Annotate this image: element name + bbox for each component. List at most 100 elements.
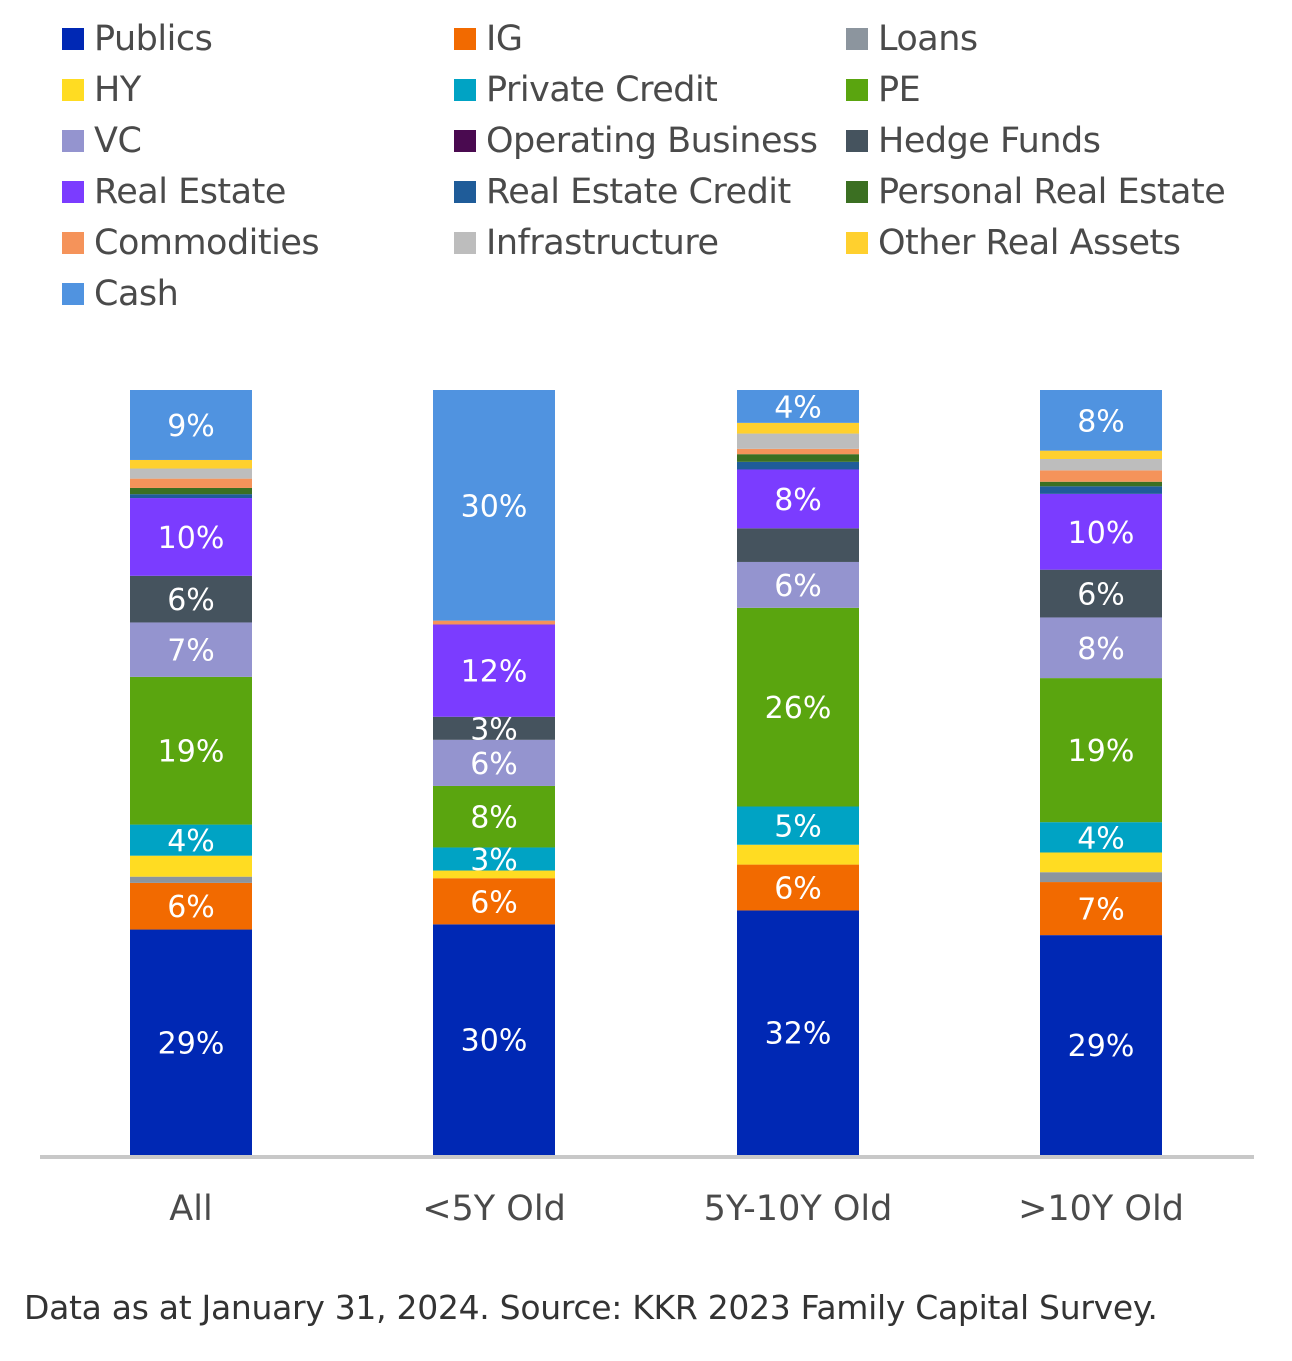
legend-item-hy: HY	[62, 65, 141, 115]
data-label: 26%	[765, 691, 832, 726]
data-label: 8%	[1077, 404, 1125, 439]
legend-item-other-real-assets: Other Real Assets	[846, 218, 1181, 268]
legend-swatch	[846, 181, 868, 203]
legend-label: Operating Business	[486, 121, 818, 161]
legend-label: VC	[94, 121, 142, 161]
bar-segment-infrastructure	[130, 468, 252, 479]
data-label: 9%	[167, 409, 215, 444]
bar-segment-other-real-assets	[1040, 450, 1162, 459]
bar-segment-vc	[1040, 617, 1162, 679]
legend-item-real-estate-credit: Real Estate Credit	[454, 167, 791, 217]
legend-swatch	[454, 79, 476, 101]
legend-item-cash: Cash	[62, 269, 179, 319]
legend-item-infrastructure: Infrastructure	[454, 218, 719, 268]
bar-segment-pe	[1040, 678, 1162, 823]
bar-segment-infrastructure	[737, 433, 859, 449]
legend-label: Cash	[94, 274, 179, 314]
bar-segment-hedge-funds	[737, 528, 859, 562]
legend-swatch	[454, 130, 476, 152]
bar-segment-infrastructure	[1040, 458, 1162, 471]
legend-label: IG	[486, 19, 523, 59]
data-label: 6%	[1077, 578, 1125, 613]
data-label: 3%	[470, 843, 518, 878]
bar-segment-publics	[433, 924, 555, 1155]
bar-segment-real-estate-credit	[130, 494, 252, 499]
data-label: 4%	[167, 824, 215, 859]
data-label: 7%	[1077, 893, 1125, 928]
x-tick-label: <5Y Old	[422, 1189, 566, 1229]
bar-segment-hy	[433, 870, 555, 879]
data-label: 4%	[774, 390, 822, 425]
legend-item-personal-real-estate: Personal Real Estate	[846, 167, 1226, 217]
legend-swatch	[846, 28, 868, 50]
bar-stack-all: 29% 6% 4% 19% 7% 6% 10% 9%	[130, 390, 252, 1155]
data-label: 6%	[774, 872, 822, 907]
legend-swatch	[846, 232, 868, 254]
legend-swatch	[62, 130, 84, 152]
bar-segment-vc	[737, 561, 859, 608]
bar-segment-vc	[130, 622, 252, 677]
data-label: 6%	[470, 747, 518, 782]
bar-segment-real-estate	[130, 498, 252, 576]
bar-segment-ig	[433, 878, 555, 925]
data-label: 6%	[167, 583, 215, 618]
data-label: 30%	[461, 1024, 528, 1059]
bar-segment-commodities	[1040, 470, 1162, 482]
legend-swatch	[62, 232, 84, 254]
bar-segment-ig	[1040, 882, 1162, 936]
legend-label: Commodities	[94, 223, 320, 263]
data-label: 32%	[765, 1017, 832, 1052]
bar-segment-other-real-assets	[130, 459, 252, 469]
data-label: 19%	[158, 735, 225, 770]
bar-segment-vc	[433, 739, 555, 786]
legend-item-private-credit: Private Credit	[454, 65, 718, 115]
bar-segment-real-estate-credit	[1040, 486, 1162, 494]
bar-segment-publics	[130, 929, 252, 1155]
legend-swatch	[454, 181, 476, 203]
bar-segment-private-credit	[130, 824, 252, 856]
bar-segment-cash	[1040, 390, 1162, 451]
bar-segment-loans	[1040, 872, 1162, 883]
bar-segment-private-credit	[737, 806, 859, 845]
bar-segment-hy	[130, 855, 252, 877]
source-note: Data as at January 31, 2024. Source: KKR…	[24, 1288, 1158, 1327]
data-label: 29%	[158, 1026, 225, 1061]
bar-segment-cash	[433, 390, 555, 621]
bar-segment-commodities	[433, 620, 555, 625]
legend-label: PE	[878, 70, 921, 110]
bar-segment-private-credit	[1040, 822, 1162, 853]
bar-segment-real-estate-credit	[737, 461, 859, 470]
legend-label: Real Estate	[94, 172, 286, 212]
bar-segment-pe	[737, 607, 859, 807]
data-label: 19%	[1068, 734, 1135, 769]
x-tick-label: >10Y Old	[1018, 1189, 1184, 1229]
legend-item-ig: IG	[454, 14, 523, 64]
data-label: 10%	[158, 521, 225, 556]
bar-segment-hedge-funds	[1040, 569, 1162, 618]
bar-segment-personal-real-estate	[1040, 481, 1162, 487]
legend-swatch	[62, 28, 84, 50]
legend-swatch	[454, 28, 476, 50]
data-label: 29%	[1068, 1029, 1135, 1064]
legend-item-vc: VC	[62, 116, 142, 166]
legend-swatch	[846, 130, 868, 152]
legend-label: Personal Real Estate	[878, 172, 1226, 212]
bar-segment-commodities	[737, 448, 859, 455]
data-label: 3%	[470, 712, 518, 747]
legend-label: Real Estate Credit	[486, 172, 791, 212]
bar-stack-5y-10y-old: 32% 6% 5% 26% 6% 8% 4%	[737, 390, 859, 1155]
bar-segment-real-estate	[737, 469, 859, 529]
data-label: 8%	[774, 483, 822, 518]
bar-segment-hy	[1040, 852, 1162, 873]
x-tick-label: All	[169, 1189, 212, 1229]
legend-item-loans: Loans	[846, 14, 978, 64]
bar-segment-real-estate	[1040, 493, 1162, 570]
legend-swatch	[846, 79, 868, 101]
bar-segment-publics	[1040, 935, 1162, 1155]
chart-legend: Publics IG Loans HY Private Credit PE VC Operat…	[62, 14, 1282, 324]
bar-segment-loans	[130, 876, 252, 883]
data-label: 10%	[1068, 516, 1135, 551]
legend-label: Loans	[878, 19, 978, 59]
legend-label: HY	[94, 70, 141, 110]
bar-segment-pe	[433, 785, 555, 848]
